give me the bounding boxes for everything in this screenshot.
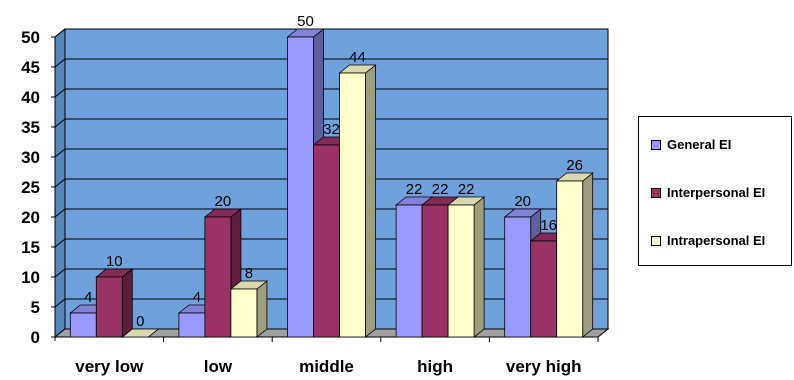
gridline: [54, 28, 608, 38]
x-axis-tick-labels: very low low middle high very high: [75, 337, 599, 376]
x-tick-label: middle: [299, 357, 354, 376]
bar-front: [421, 204, 449, 338]
gridline: [54, 88, 608, 98]
gridline: [54, 148, 608, 158]
y-tick-label: 45: [21, 58, 40, 77]
bar-front: [395, 204, 423, 338]
bar-side: [121, 268, 133, 338]
y-tick-label: 15: [21, 238, 40, 257]
bar-front: [313, 144, 340, 338]
gridline: [54, 118, 608, 128]
data-label: 22: [432, 181, 449, 198]
legend-label: Intrapersonal EI: [667, 233, 766, 248]
bar: [121, 328, 160, 338]
bar-front: [287, 36, 314, 338]
bar-front: [504, 216, 532, 338]
y-tick-label: 20: [21, 208, 40, 227]
bar: [446, 196, 486, 338]
x-tick-label: very low: [75, 357, 144, 376]
data-label: 4: [84, 289, 92, 306]
legend-swatch-intrapersonal-ei: [651, 235, 661, 246]
x-tick-label: high: [417, 357, 453, 376]
bar-side: [365, 64, 376, 338]
data-label: 32: [323, 121, 340, 138]
bar: [555, 172, 594, 338]
y-tick-label: 25: [21, 178, 40, 197]
data-label: 26: [566, 157, 583, 174]
legend-swatch-general-ei: [651, 139, 661, 150]
bar-front: [204, 216, 232, 338]
y-tick-label: 30: [21, 148, 40, 167]
data-label: 20: [215, 193, 232, 210]
gridline: [54, 58, 608, 68]
data-label: 44: [349, 49, 366, 66]
bar-side: [473, 196, 485, 338]
legend-swatch-interpersonal-ei: [651, 187, 661, 198]
legend-item-general-ei: General EI: [651, 137, 731, 152]
y-tick-label: 5: [31, 298, 40, 317]
data-label: 22: [406, 181, 423, 198]
bars: [69, 28, 594, 338]
bar-front: [339, 72, 366, 338]
bar: [338, 64, 377, 338]
bar-front: [556, 180, 584, 338]
data-label: 0: [136, 313, 144, 330]
y-tick-label: 35: [21, 118, 40, 137]
data-label: 8: [245, 265, 253, 282]
x-tick-label: low: [204, 357, 233, 376]
data-label: 4: [193, 289, 201, 306]
legend-label: Interpersonal EI: [667, 185, 766, 200]
gridline: [54, 178, 608, 188]
bar-front: [178, 312, 206, 338]
y-tick-label: 0: [31, 328, 40, 347]
y-axis-tick-labels: 0 5 10 15 20 25 30 35 40 45 50: [21, 28, 40, 347]
data-label: 16: [540, 217, 557, 234]
y-tick-label: 10: [21, 268, 40, 287]
data-label: 50: [297, 13, 314, 30]
legend: General EI Interpersonal EI Intrapersona…: [638, 116, 792, 266]
bar-front: [447, 204, 475, 338]
legend-item-interpersonal-ei: Interpersonal EI: [651, 185, 765, 200]
bar-side: [582, 172, 594, 338]
bar-front: [530, 240, 558, 338]
y-tick-label: 40: [21, 88, 40, 107]
data-label: 20: [514, 193, 531, 210]
data-labels: 4 10 0 4 20 8 50 32 44 22 22 22 20 16 26: [84, 13, 583, 330]
bar-top: [121, 328, 160, 338]
data-label: 22: [458, 181, 475, 198]
bar: [229, 280, 269, 338]
data-label: 10: [106, 253, 123, 270]
bar-side: [256, 280, 268, 338]
bar: [95, 268, 134, 338]
bar-front: [95, 276, 123, 338]
y-tick-label: 50: [21, 28, 40, 47]
x-tick-label: very high: [506, 357, 582, 376]
bar-front: [69, 312, 97, 338]
legend-item-intrapersonal-ei: Intrapersonal EI: [651, 233, 765, 248]
bar-front: [230, 288, 258, 338]
legend-label: General EI: [667, 137, 732, 152]
